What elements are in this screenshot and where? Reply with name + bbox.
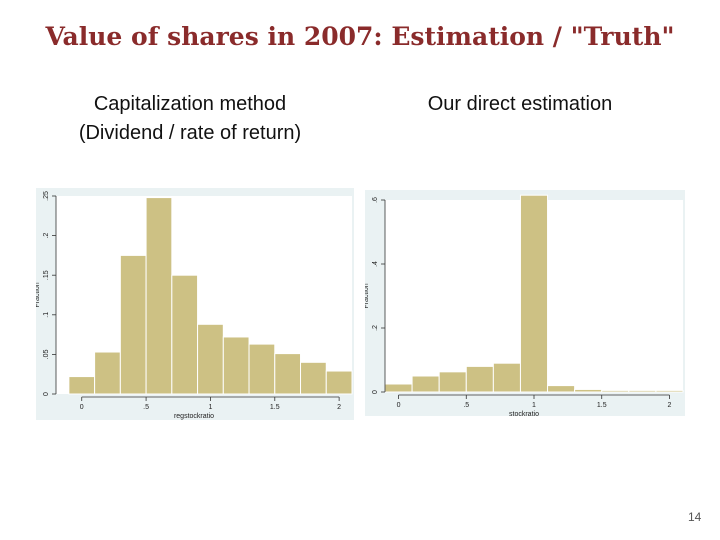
right-chart-panel: 0 .2 .4 .6 0 .5 1 1.5 2 stockratio Fraction <box>365 190 685 416</box>
left-subtitle-line2: (Dividend / rate of return) <box>78 122 302 144</box>
histogram-bar <box>222 336 250 395</box>
histogram-bar <box>94 351 121 395</box>
histogram-bar <box>384 383 413 393</box>
x-tick-label: 0 <box>80 404 84 411</box>
x-tick-label: 2 <box>337 404 341 411</box>
y-tick-label: 0 <box>372 390 379 394</box>
x-tick-label: 2 <box>668 402 672 409</box>
left-subtitle: Capitalization method (Dividend / rate o… <box>40 90 340 148</box>
histogram-bar <box>119 254 147 395</box>
y-tick-label: .6 <box>372 197 379 203</box>
slide-title: Value of shares in 2007: Estimation / "T… <box>45 22 675 51</box>
histogram-bar <box>145 197 173 395</box>
histogram-bar <box>411 375 440 393</box>
histogram-bar <box>438 371 467 393</box>
histogram-bar <box>300 361 327 395</box>
page-number: 14 <box>688 510 702 524</box>
histogram-bar <box>325 370 353 395</box>
histogram-bar <box>171 274 199 395</box>
x-axis-label: regstockratio <box>174 413 214 420</box>
y-axis-label: Fraction <box>36 282 41 307</box>
y-tick-label: 0 <box>43 392 50 396</box>
x-tick-label: .5 <box>463 402 469 409</box>
y-tick-label: .1 <box>43 312 50 318</box>
histogram-bar <box>248 343 276 395</box>
left-histogram: 0 .05 .1 .15 .2 .25 0 .5 1 1.5 2 regstockratio Fract… <box>36 191 353 420</box>
histogram-bar <box>601 389 630 393</box>
x-axis-label: stockratio <box>509 411 539 416</box>
histogram-bar <box>547 385 576 393</box>
y-tick-label: .05 <box>43 349 50 359</box>
right-subtitle: Our direct estimation <box>427 93 613 115</box>
y-tick-label: .4 <box>372 261 379 267</box>
histogram-bar <box>68 376 96 395</box>
left-chart-panel: 0 .05 .1 .15 .2 .25 0 .5 1 1.5 2 regstockratio Fract… <box>36 188 354 420</box>
right-histogram: 0 .2 .4 .6 0 .5 1 1.5 2 stockratio Fraction <box>365 194 684 416</box>
y-tick-label: .2 <box>43 233 50 239</box>
left-subtitle-line1: Capitalization method <box>93 93 287 115</box>
histogram-bar <box>465 365 494 393</box>
x-tick-label: .5 <box>143 404 149 411</box>
y-tick-label: .15 <box>43 270 50 280</box>
x-tick-label: 1 <box>208 404 212 411</box>
histogram-bar <box>274 353 302 395</box>
histogram-bar <box>492 362 521 393</box>
x-tick-label: 1.5 <box>597 402 607 409</box>
x-tick-label: 0 <box>397 402 401 409</box>
histogram-bar <box>628 389 657 393</box>
y-axis-label: Fraction <box>365 283 370 308</box>
x-tick-label: 1 <box>532 402 536 409</box>
histogram-bar <box>655 389 684 393</box>
histogram-bar <box>519 194 549 393</box>
y-tick-label: .25 <box>43 191 50 201</box>
histogram-bar <box>574 388 603 393</box>
x-tick-label: 1.5 <box>270 404 280 411</box>
y-tick-label: .2 <box>372 325 379 331</box>
histogram-bar <box>197 323 224 395</box>
